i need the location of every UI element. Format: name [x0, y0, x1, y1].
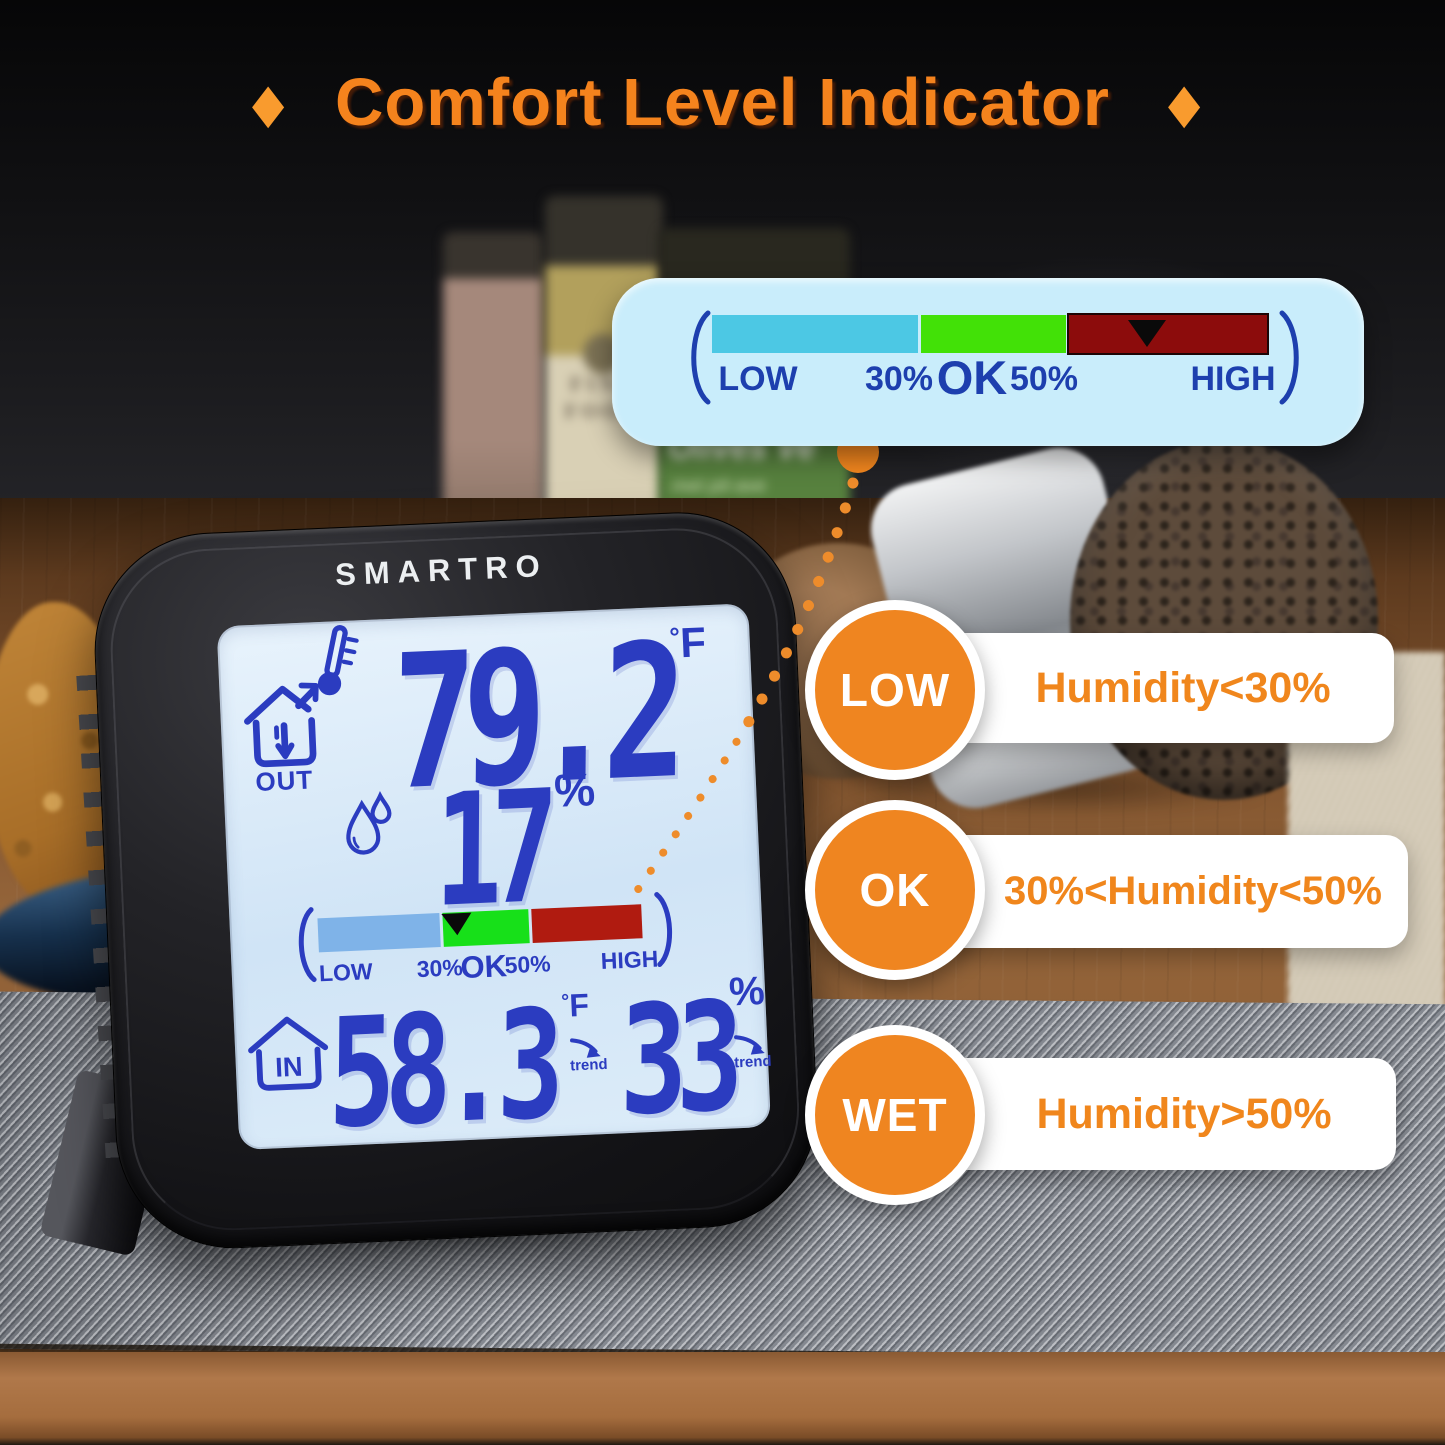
indoor-humidity-value: 33	[619, 970, 734, 1150]
olives-jar-label-line2: met pit-ave	[672, 476, 766, 497]
scale-high-segment	[1067, 313, 1269, 355]
outdoor-zone-label: OUT	[254, 764, 314, 797]
scale-ok-segment	[921, 315, 1066, 353]
ok-callout-text: 30%<Humidity<50%	[1004, 869, 1382, 913]
device-bar-label-30: 30%	[416, 954, 464, 983]
blurred-jar	[443, 232, 543, 522]
trend-label: trend	[733, 1052, 772, 1072]
ok-badge: OK	[805, 800, 985, 980]
device-bar-right-bracket	[654, 892, 672, 967]
indoor-humidity-trend: trend	[733, 1030, 795, 1072]
low-callout-text: Humidity<30%	[1035, 663, 1331, 712]
smartro-hygrometer-device: SMARTRO OUT 79.2 °F	[39, 479, 836, 1286]
outdoor-humidity-value: 17	[434, 757, 548, 943]
scale-label-high: HIGH	[1190, 360, 1276, 398]
house-in-icon: IN	[248, 1016, 329, 1091]
low-badge-label: LOW	[839, 664, 951, 716]
scale-label-30: 30%	[864, 360, 934, 398]
low-badge: LOW	[805, 600, 985, 780]
thermometer-icon	[317, 625, 359, 696]
humidity-drops-icon	[346, 791, 392, 855]
scale-low-segment	[712, 315, 918, 353]
scale-label-ok: OK	[936, 351, 1008, 404]
device-bar-left-bracket	[298, 907, 317, 983]
wet-callout-text: Humidity>50%	[1036, 1089, 1332, 1138]
ok-badge-label: OK	[859, 864, 931, 916]
indoor-temp-unit: °F	[560, 986, 590, 1024]
scale-label-50: 50%	[1009, 360, 1079, 398]
scale-pointer-triangle	[1128, 320, 1166, 347]
trend-down-arrow-icon	[570, 1038, 601, 1058]
svg-text:IN: IN	[275, 1051, 304, 1083]
scale-left-bracket	[691, 310, 711, 405]
scale-label-low: LOW	[718, 360, 798, 398]
diamond-icon: ◆	[1168, 71, 1201, 134]
diamond-icon: ◆	[252, 71, 285, 134]
indoor-temp-trend: trend	[569, 1033, 631, 1074]
table-front-edge	[0, 1352, 1445, 1445]
page-title: Comfort Level Indicator	[335, 65, 1110, 140]
scale-right-bracket	[1279, 310, 1299, 405]
wet-badge-label: WET	[842, 1089, 948, 1141]
wet-badge: WET	[805, 1025, 985, 1205]
indoor-temperature-value: 58.3	[327, 978, 554, 1163]
comfort-scale-panel: LOW 30% OK 50% HIGH	[612, 278, 1364, 446]
device-bar-label-high: HIGH	[600, 945, 659, 975]
house-out-icon	[244, 682, 319, 768]
trend-down-arrow-icon	[734, 1035, 765, 1055]
device-bar-label-50: 50%	[504, 950, 552, 979]
lcd-display: OUT 79.2 °F 17 %	[216, 603, 772, 1163]
wet-callout-pill: Humidity>50%	[942, 1058, 1396, 1170]
device-bar-pointer-triangle	[441, 912, 473, 936]
indoor-humidity-unit: %	[728, 968, 766, 1015]
ok-callout-pill: 30%<Humidity<50%	[942, 835, 1408, 948]
device-bar-label-low: LOW	[318, 958, 374, 987]
device-bar-low-segment	[317, 913, 441, 953]
low-callout-pill: Humidity<30%	[942, 633, 1394, 743]
